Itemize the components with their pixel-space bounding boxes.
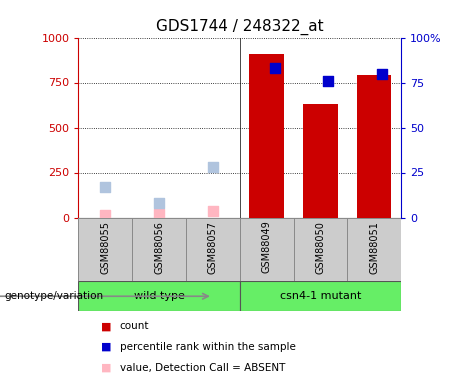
Text: ■: ■ [101, 363, 112, 372]
Text: GSM88051: GSM88051 [369, 220, 379, 274]
Text: genotype/variation: genotype/variation [5, 291, 104, 301]
Text: GSM88057: GSM88057 [208, 220, 218, 274]
Text: wild type: wild type [134, 291, 184, 301]
Text: GSM88055: GSM88055 [100, 220, 110, 274]
Text: csn4-1 mutant: csn4-1 mutant [280, 291, 361, 301]
Text: count: count [120, 321, 149, 331]
Text: value, Detection Call = ABSENT: value, Detection Call = ABSENT [120, 363, 285, 372]
Point [325, 78, 332, 84]
Bar [303, 104, 337, 218]
Point [101, 212, 109, 218]
Point [155, 200, 163, 206]
Bar [78, 281, 240, 311]
Title: GDS1744 / 248322_at: GDS1744 / 248322_at [156, 18, 324, 35]
Point [271, 65, 278, 71]
Point [101, 184, 109, 190]
Text: ■: ■ [101, 342, 112, 352]
Bar [357, 75, 391, 217]
Point [378, 70, 386, 76]
Point [209, 164, 217, 170]
Text: ■: ■ [101, 321, 112, 331]
Bar [240, 281, 401, 311]
Text: GSM88050: GSM88050 [315, 220, 325, 274]
Point [155, 211, 163, 217]
Bar [249, 54, 284, 217]
Text: percentile rank within the sample: percentile rank within the sample [120, 342, 296, 352]
Point [209, 208, 217, 214]
Text: GSM88049: GSM88049 [261, 220, 272, 273]
Text: GSM88056: GSM88056 [154, 220, 164, 274]
